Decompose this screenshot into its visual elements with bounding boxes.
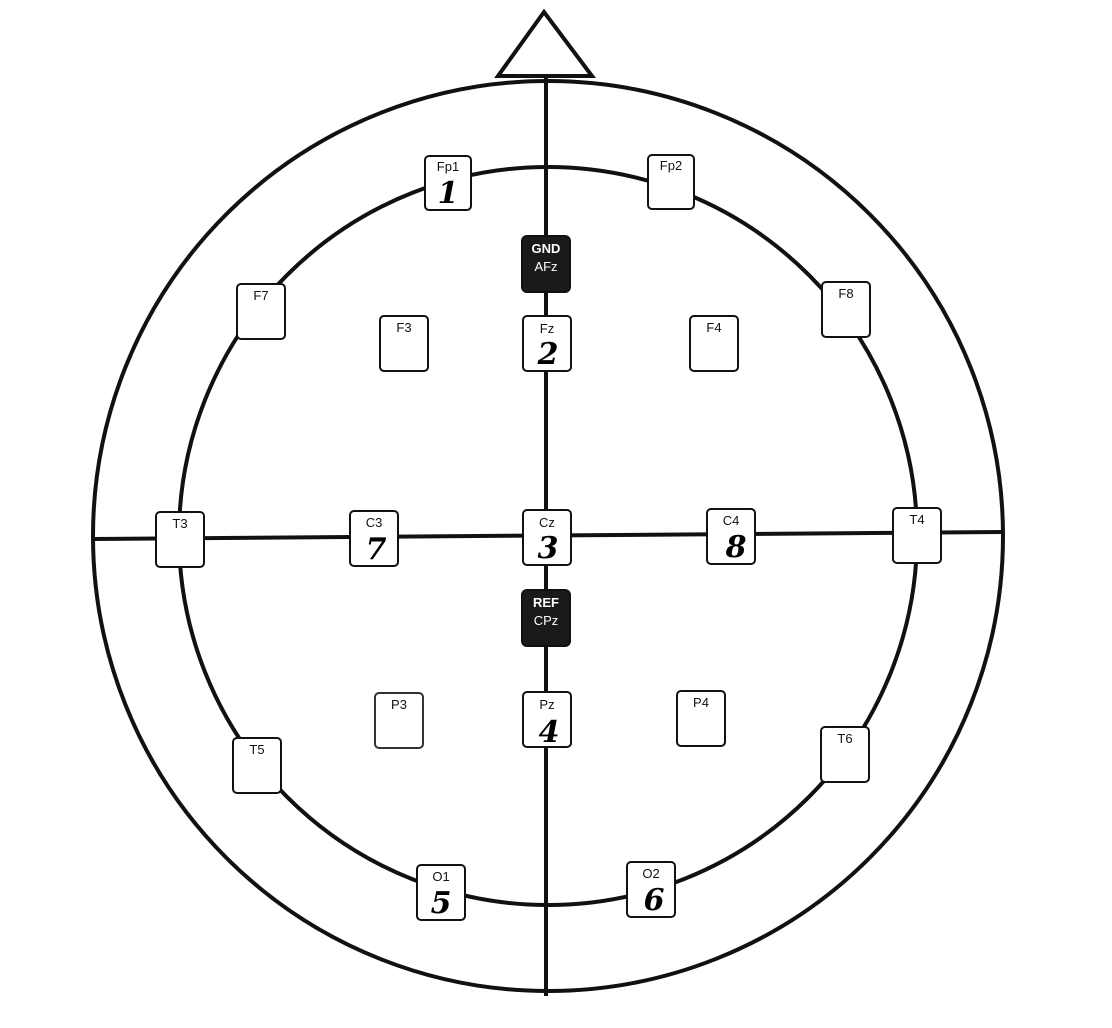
electrode-t4: T4 <box>892 507 942 564</box>
electrode-o1: O1 5 <box>416 864 466 921</box>
electrode-number: 6 <box>644 883 665 918</box>
electrode-t3: T3 <box>155 511 205 568</box>
electrode-label: F7 <box>253 288 268 303</box>
electrode-label: T6 <box>837 731 852 746</box>
electrode-label: Fp2 <box>660 158 682 173</box>
electrode-label: GND <box>532 241 561 256</box>
electrode-box <box>689 315 739 372</box>
electrode-cz: Cz 3 <box>522 509 572 566</box>
electrode-label: O1 <box>432 869 449 884</box>
electrode-box <box>522 315 572 372</box>
head-outline <box>91 8 1005 996</box>
electrode-label: C4 <box>723 513 740 528</box>
electrode-box <box>706 508 756 565</box>
electrode-box <box>521 589 571 647</box>
electrode-box <box>379 315 429 372</box>
electrode-label: P4 <box>693 695 709 710</box>
electrode-f7: F7 <box>236 283 286 340</box>
electrode-label: F4 <box>706 320 721 335</box>
electrode-ref: REF CPz <box>521 589 571 647</box>
electrode-sublabel: AFz <box>534 259 557 274</box>
electrode-box <box>155 511 205 568</box>
electrode-f4: F4 <box>689 315 739 372</box>
electrode-number: 7 <box>366 532 387 567</box>
electrode-label: T3 <box>172 516 187 531</box>
electrode-box <box>424 155 472 211</box>
electrode-box <box>892 507 942 564</box>
electrode-number: 3 <box>538 531 559 566</box>
electrode-f3: F3 <box>379 315 429 372</box>
electrode-box <box>821 281 871 338</box>
electrode-c4: C4 8 <box>706 508 756 565</box>
electrode-number: 2 <box>537 337 559 372</box>
electrode-box <box>647 154 695 210</box>
electrode-box <box>820 726 870 783</box>
electrode-label: F8 <box>838 286 853 301</box>
electrode-label: F3 <box>396 320 411 335</box>
electrode-label: Fp1 <box>437 159 459 174</box>
electrode-box <box>236 283 286 340</box>
electrode-label: C3 <box>366 515 383 530</box>
electrode-fp2: Fp2 <box>647 154 695 210</box>
electrode-box <box>521 235 571 293</box>
electrode-c3: C3 7 <box>349 510 399 567</box>
electrode-label: P3 <box>391 697 407 712</box>
electrode-p3: P3 <box>374 692 424 749</box>
electrode-box <box>349 510 399 567</box>
electrode-f8: F8 <box>821 281 871 338</box>
electrode-label: O2 <box>642 866 659 881</box>
electrode-label: REF <box>533 595 559 610</box>
electrode-box <box>232 737 282 794</box>
electrode-fz: Fz 2 <box>522 315 572 372</box>
electrode-number: 8 <box>725 530 747 565</box>
electrode-label: Fz <box>540 321 554 336</box>
electrode-box <box>416 864 466 921</box>
electrode-box <box>676 690 726 747</box>
electrode-p4: P4 <box>676 690 726 747</box>
electrode-box <box>374 692 424 749</box>
electrode-number: 4 <box>539 715 560 750</box>
electrode-sublabel: CPz <box>534 613 559 628</box>
electrode-pz: Pz 4 <box>522 691 572 750</box>
electrode-label: Cz <box>539 515 555 530</box>
nose-triangle <box>494 8 596 78</box>
electrode-t5: T5 <box>232 737 282 794</box>
electrode-gnd: GND AFz <box>521 235 571 293</box>
electrode-label: T4 <box>909 512 924 527</box>
electrode-number: 1 <box>438 176 459 211</box>
electrode-number: 5 <box>431 886 452 921</box>
electrode-fp1: Fp1 1 <box>424 155 472 211</box>
electrode-box <box>626 861 676 918</box>
electrode-o2: O2 6 <box>626 861 676 918</box>
electrode-label: T5 <box>249 742 264 757</box>
electrode-box <box>522 509 572 566</box>
electrode-label: Pz <box>539 697 554 712</box>
electrode-t6: T6 <box>820 726 870 783</box>
electrode-box <box>522 691 572 748</box>
